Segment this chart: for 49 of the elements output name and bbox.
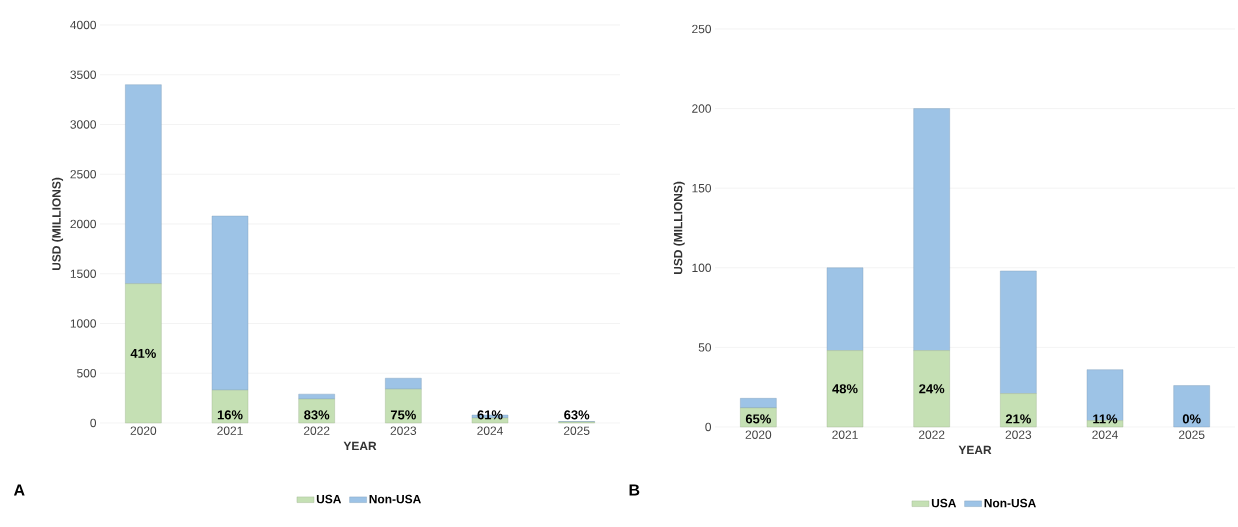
annotation: 63% — [564, 410, 590, 420]
text: A — [13, 484, 25, 496]
x-tick-label: 2020 — [745, 430, 772, 439]
x-tick-label: 2024 — [1092, 430, 1118, 439]
y-tick-label: 0 — [705, 422, 712, 432]
annotation: 65% — [745, 414, 771, 424]
y-axis-title: USD (MILLIONS) — [51, 177, 64, 271]
x-tick-label: 2025 — [1178, 430, 1205, 439]
legend-label: USA — [931, 498, 957, 508]
y-tick-label: 2000 — [70, 219, 97, 229]
annotation: 75% — [390, 410, 416, 420]
annotation: 21% — [1005, 414, 1031, 424]
legend-label: Non-USA — [369, 494, 421, 504]
y-tick-label: 2500 — [70, 170, 97, 179]
y-tick-label: 200 — [692, 104, 712, 113]
annotation: 24% — [919, 384, 945, 394]
x-axis-title: YEAR — [958, 445, 992, 455]
x-tick-label: 2024 — [477, 426, 503, 435]
y-tick-label: 1500 — [70, 269, 97, 278]
y-tick-label: 250 — [692, 24, 712, 34]
annotation: 83% — [304, 410, 330, 420]
x-axis-title: YEAR — [343, 441, 377, 451]
y-tick-label: 1000 — [70, 319, 97, 328]
y-tick-label: 3500 — [70, 70, 97, 79]
annotation: 0% — [1182, 414, 1201, 424]
annotation: 48% — [832, 384, 858, 394]
annotation: 16% — [217, 410, 243, 420]
annotation: 41% — [130, 348, 156, 358]
y-tick-label: 50 — [698, 343, 712, 352]
x-tick-label: 2023 — [390, 426, 417, 435]
y-tick-label: 4000 — [70, 20, 97, 30]
y-axis-title: USD (MILLIONS) — [673, 181, 685, 275]
annotation: 11% — [1093, 414, 1118, 424]
y-tick-label: 0 — [90, 418, 97, 428]
y-tick-label: 100 — [692, 263, 712, 273]
legend-label: USA — [316, 494, 342, 504]
y-tick-label: 150 — [692, 183, 712, 193]
y-tick-label: 500 — [77, 369, 97, 378]
x-tick-label: 2023 — [1005, 430, 1032, 439]
x-tick-label: 2021 — [832, 430, 858, 439]
x-tick-label: 2021 — [217, 426, 243, 435]
x-tick-label: 2022 — [918, 430, 945, 439]
x-tick-label: 2020 — [130, 426, 157, 435]
text: B — [629, 484, 640, 496]
x-tick-label: 2025 — [563, 426, 590, 435]
annotation: 61% — [477, 410, 503, 420]
legend-label: Non-USA — [984, 498, 1036, 508]
x-tick-label: 2022 — [303, 426, 330, 435]
y-tick-label: 3000 — [70, 120, 97, 129]
